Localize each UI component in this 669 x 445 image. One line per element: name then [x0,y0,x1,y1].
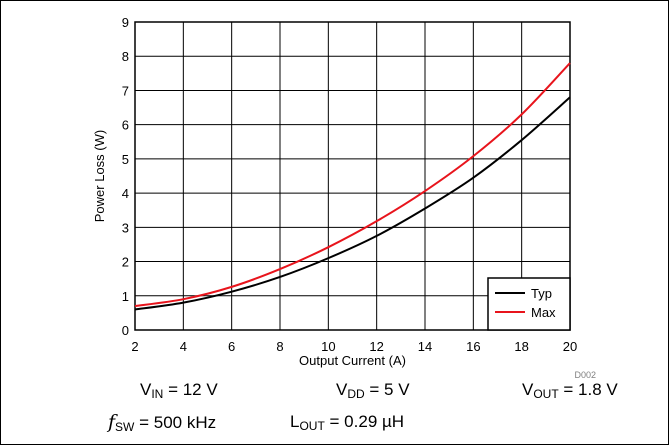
vdd-value: = 5 V [364,380,410,399]
fsw-symbol: f [108,411,116,433]
x-tick-label: 14 [418,339,432,354]
vout-value: = 1.8 V [558,380,618,399]
condition-fsw: fSW = 500 kHz [108,412,216,433]
vout-symbol: V [522,380,534,399]
y-tick-label: 2 [122,255,129,270]
series-line-typ [134,96,571,311]
y-tick-label: 8 [122,49,129,64]
y-tick-label: 4 [122,186,129,201]
y-tick-label: 3 [122,220,129,235]
y-tick-label: 1 [122,289,129,304]
grid [134,21,571,331]
y-tick-label: 7 [122,83,129,98]
vdd-symbol: V [336,380,348,399]
x-tick-label: 20 [563,339,577,354]
vin-symbol: V [140,380,152,399]
vin-value: = 12 V [163,380,218,399]
condition-vin: VIN = 12 V [140,380,218,400]
plot-border [134,21,571,331]
lout-subscript: OUT [299,419,325,433]
legend-label-typ: Typ [531,286,552,301]
y-tick-label: 6 [122,118,129,133]
legend: Typ Max [487,277,571,331]
y-tick-label: 5 [122,152,129,167]
legend-box [487,277,571,331]
series-line-max [134,62,571,308]
x-tick-label: 2 [131,339,138,354]
condition-vout: VOUT = 1.8 V [522,380,618,400]
condition-vdd: VDD = 5 V [336,380,410,400]
y-tick-label: 9 [122,15,129,30]
x-tick-labels: 2 4 6 8 10 12 14 16 18 20 [131,339,577,354]
series-lines [134,62,571,311]
x-tick-label: 4 [180,339,187,354]
x-tick-label: 16 [466,339,480,354]
vin-subscript: IN [151,387,164,401]
x-axis-label: Output Current (A) [299,353,406,368]
y-tick-label: 0 [122,323,129,338]
vout-subscript: OUT [533,387,559,401]
x-tick-label: 18 [514,339,528,354]
lout-symbol: L [290,412,300,431]
fsw-value: = 500 kHz [134,413,217,432]
lout-value: = 0.29 µH [324,412,405,431]
condition-lout: LOUT = 0.29 µH [290,412,404,432]
legend-label-max: Max [531,305,556,320]
x-tick-label: 8 [276,339,283,354]
x-tick-label: 10 [321,339,335,354]
y-tick-labels: 0 1 2 3 4 5 6 7 8 9 [122,15,129,338]
vdd-subscript: DD [347,387,365,401]
x-tick-label: 12 [369,339,383,354]
fsw-subscript: SW [115,420,135,434]
figure-code: D002 [574,370,596,380]
y-axis-label: Power Loss (W) [92,130,107,222]
x-tick-label: 6 [228,339,235,354]
